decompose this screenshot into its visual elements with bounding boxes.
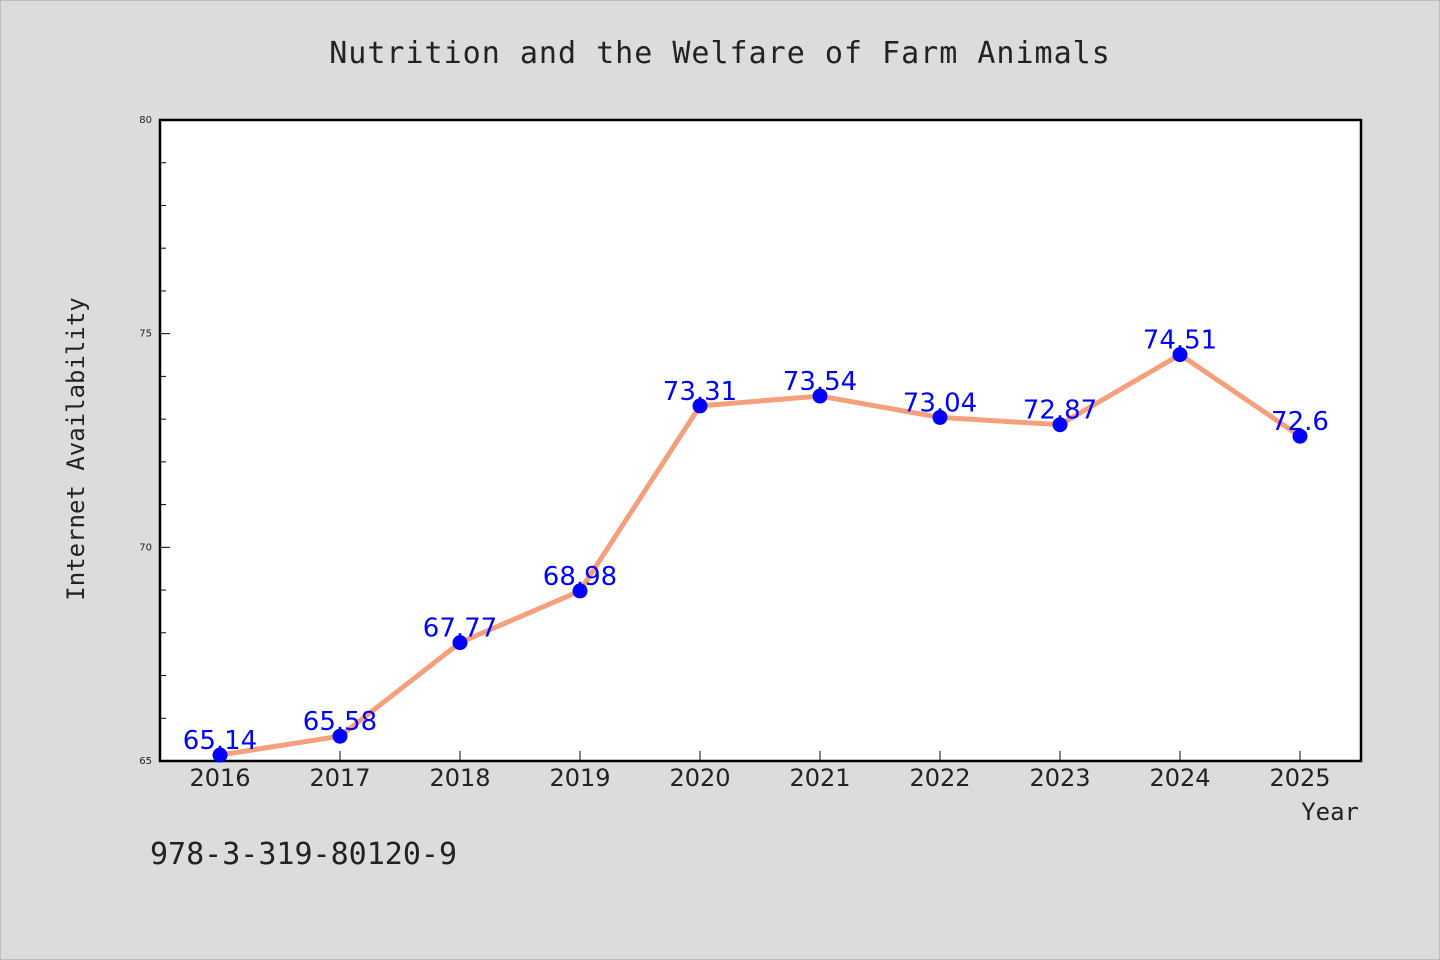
x-tick-label: 2017 — [309, 764, 370, 792]
data-label: 65.58 — [303, 707, 377, 737]
x-tick-label: 2019 — [549, 764, 610, 792]
x-tick-label: 2018 — [429, 764, 490, 792]
data-point — [332, 728, 348, 744]
x-tick-label: 2024 — [1149, 764, 1210, 792]
data-point — [1052, 417, 1068, 433]
x-axis: 2016 2017 2018 2019 2020 2021 2022 2023 2024 2025 — [189, 751, 1331, 792]
x-axis-label: Year — [1301, 798, 1359, 826]
footnote-isbn: 978-3-319-80120-9 — [150, 837, 457, 872]
x-tick-label: 2020 — [669, 764, 730, 792]
y-tick-label: 70 — [139, 542, 152, 553]
x-tick-label: 2016 — [189, 764, 250, 792]
series-layer — [212, 347, 1308, 763]
data-label: 72.87 — [1023, 396, 1097, 426]
series-line — [217, 352, 1303, 758]
data-point — [452, 635, 468, 651]
data-label: 73.31 — [663, 377, 737, 407]
data-label-layer: 65.14 65.58 67.77 68.98 73.31 73.54 73.04 72.87… — [183, 326, 1329, 756]
data-point — [1172, 347, 1188, 363]
data-label: 72.6 — [1271, 407, 1329, 437]
data-label: 68.98 — [543, 562, 617, 592]
data-label: 65.14 — [183, 726, 257, 756]
data-label: 73.54 — [783, 367, 857, 397]
y-tick-label: 80 — [139, 115, 152, 126]
x-tick-label: 2025 — [1269, 764, 1330, 792]
data-point — [1292, 428, 1308, 444]
data-point — [572, 583, 588, 599]
y-tick-label: 65 — [139, 756, 152, 767]
chart-title: Nutrition and the Welfare of Farm Animal… — [329, 36, 1111, 71]
y-axis-label: Internet Availability — [62, 297, 90, 600]
data-point — [812, 388, 828, 404]
data-label: 73.04 — [903, 388, 977, 418]
data-label: 74.51 — [1143, 326, 1217, 356]
data-label: 67.77 — [423, 614, 497, 644]
x-tick-label: 2023 — [1029, 764, 1090, 792]
plot-area — [158, 118, 1363, 763]
x-tick-label: 2021 — [789, 764, 850, 792]
data-point — [212, 747, 228, 763]
y-tick-label: 75 — [139, 329, 152, 340]
data-point — [692, 398, 708, 414]
x-tick-label: 2022 — [909, 764, 970, 792]
y-axis: 65 70 75 80 — [139, 115, 170, 767]
data-point — [932, 409, 948, 425]
